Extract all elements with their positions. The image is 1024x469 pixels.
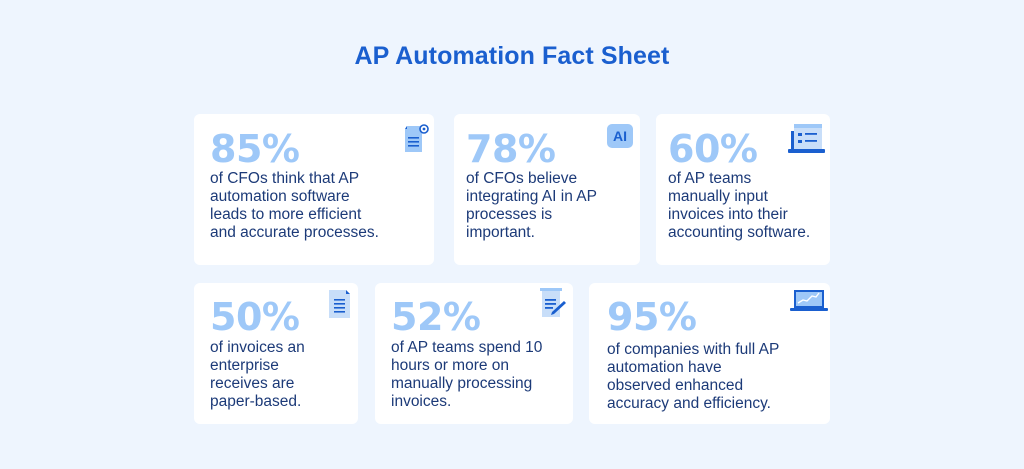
fact-percent: 78% bbox=[466, 127, 556, 171]
fact-card-paper-invoices: 50% of invoices an enterprise receives a… bbox=[194, 283, 358, 424]
fact-card-ai-importance: 78% of CFOs believe integrating AI in AP… bbox=[454, 114, 640, 265]
fact-percent: 52% bbox=[391, 295, 481, 339]
ai-badge-icon: AI bbox=[607, 124, 633, 148]
fact-text: of CFOs think that AP automation softwar… bbox=[210, 170, 379, 241]
fact-percent: 85% bbox=[210, 127, 300, 171]
fact-text: of companies with full AP automation hav… bbox=[607, 341, 780, 412]
document-gear-icon bbox=[405, 124, 429, 152]
fact-card-processing-hours: 52% of AP teams spend 10 hours or more o… bbox=[375, 283, 573, 424]
laptop-checklist-icon bbox=[788, 124, 825, 153]
laptop-chart-icon bbox=[790, 290, 828, 311]
fact-percent: 60% bbox=[668, 127, 758, 171]
fact-percent: 95% bbox=[607, 295, 697, 339]
ai-badge-label: AI bbox=[613, 128, 627, 144]
fact-text: of invoices an enterprise receives are p… bbox=[210, 339, 305, 410]
fact-card-manual-input: 60% of AP teams manually input invoices … bbox=[656, 114, 830, 265]
fact-card-cfo-efficiency: 85% of CFOs think that AP automation sof… bbox=[194, 114, 434, 265]
fact-text: of AP teams manually input invoices into… bbox=[668, 170, 811, 241]
fact-text: of AP teams spend 10 hours or more on ma… bbox=[391, 339, 543, 410]
fact-text: of CFOs believe integrating AI in AP pro… bbox=[466, 170, 597, 241]
document-edit-icon bbox=[540, 288, 566, 317]
fact-percent: 50% bbox=[210, 295, 300, 339]
page-title: AP Automation Fact Sheet bbox=[354, 42, 670, 70]
fact-card-full-automation: 95% of companies with full AP automation… bbox=[589, 283, 830, 424]
paper-document-icon bbox=[329, 290, 350, 318]
